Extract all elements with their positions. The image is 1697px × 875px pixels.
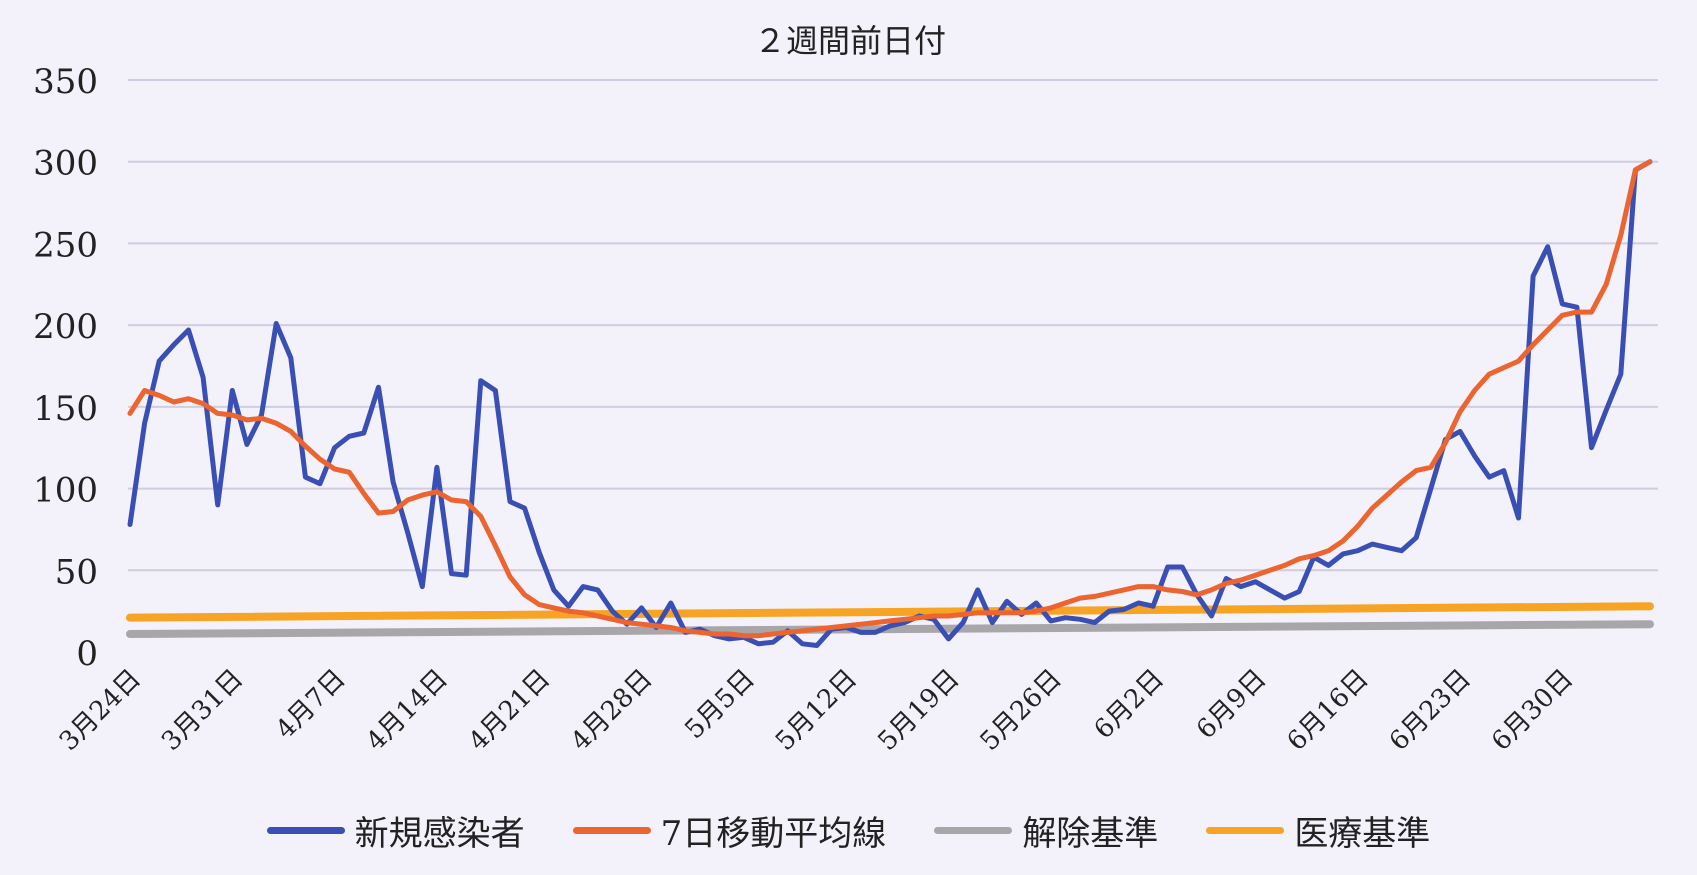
legend-item-moving-average: 7日移動平均線 xyxy=(572,806,887,855)
x-tick-label: 6月16日 xyxy=(1282,664,1375,757)
y-tick-label: 50 xyxy=(55,552,98,592)
y-tick-label: 200 xyxy=(33,307,98,347)
y-tick-label: 150 xyxy=(33,389,98,429)
legend-item-medical-criteria: 医療基準 xyxy=(1206,806,1430,855)
legend-swatch-new-cases xyxy=(266,827,345,834)
legend-label-release-criteria: 解除基準 xyxy=(1022,814,1159,854)
y-tick-label: 100 xyxy=(33,471,98,511)
legend-label-moving-average: 7日移動平均線 xyxy=(660,814,887,854)
legend-label-new-cases: 新規感染者 xyxy=(354,814,525,854)
legend-swatch-medical-criteria xyxy=(1206,827,1285,834)
y-tick-label: 300 xyxy=(33,144,98,184)
legend-item-new-cases: 新規感染者 xyxy=(266,806,525,855)
medical-criteria-line xyxy=(126,602,1654,622)
x-tick-label: 6月2日 xyxy=(1089,664,1170,745)
x-tick-label: 4月28日 xyxy=(565,664,658,757)
x-tick-label: 6月23日 xyxy=(1384,664,1477,757)
x-tick-label: 6月9日 xyxy=(1191,664,1272,745)
x-tick-label: 4月14日 xyxy=(361,664,454,757)
legend-label-medical-criteria: 医療基準 xyxy=(1294,814,1431,854)
legend-item-release-criteria: 解除基準 xyxy=(934,806,1158,855)
moving-average-line xyxy=(127,159,1653,639)
release-criteria-line xyxy=(126,620,1654,639)
y-tick-label: 350 xyxy=(33,62,98,102)
y-tick-label: 250 xyxy=(33,225,98,265)
x-tick-label: 6月30日 xyxy=(1486,664,1579,757)
new-cases-line xyxy=(127,159,1653,648)
chart-legend: 新規感染者 7日移動平均線 解除基準 医療基準 xyxy=(0,806,1697,855)
x-tick-label: 3月24日 xyxy=(54,664,147,757)
legend-swatch-moving-average xyxy=(572,827,651,834)
y-tick-label: 0 xyxy=(76,634,98,674)
chart-title: ２週間前日付 xyxy=(754,22,946,60)
x-tick-label: 5月19日 xyxy=(872,664,965,757)
x-tick-label: 4月7日 xyxy=(270,664,351,745)
x-tick-label: 5月12日 xyxy=(770,664,863,757)
x-tick-label: 5月5日 xyxy=(679,664,760,745)
x-tick-label: 5月26日 xyxy=(975,664,1068,757)
legend-swatch-release-criteria xyxy=(934,827,1013,834)
x-tick-label: 3月31日 xyxy=(156,664,249,757)
x-tick-label: 4月21日 xyxy=(463,664,556,757)
